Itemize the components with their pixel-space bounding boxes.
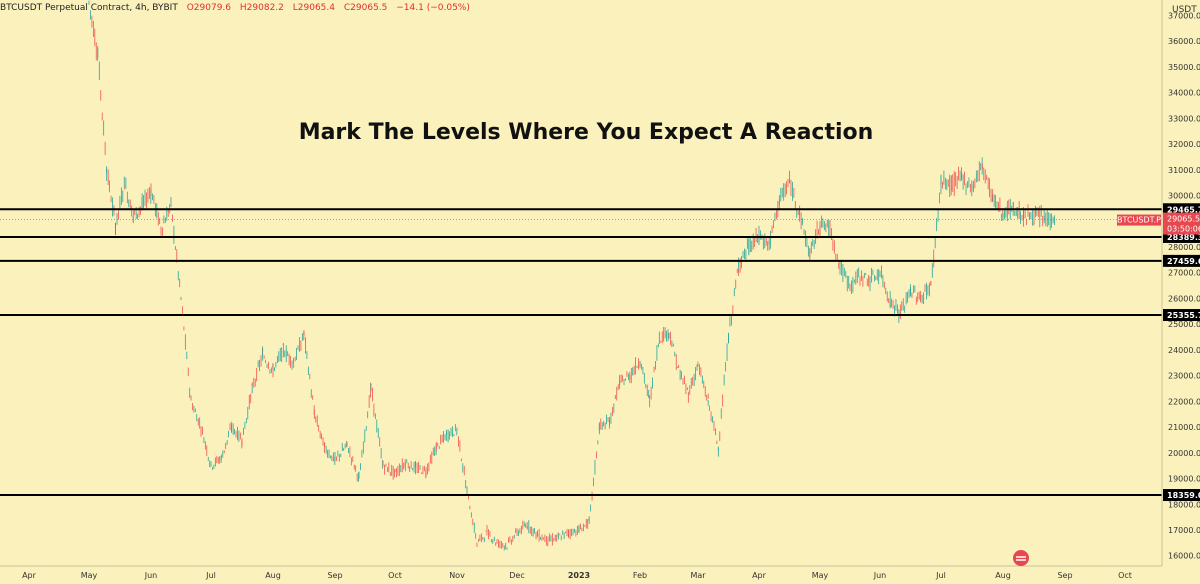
y-tick-label: 16000.0	[1168, 552, 1200, 561]
x-tick-label: Aug	[265, 571, 281, 580]
x-tick-label: Jun	[873, 571, 887, 580]
x-tick-label: Oct	[1118, 571, 1132, 580]
currency-label: USDT	[1172, 5, 1197, 15]
x-tick-label: Mar	[690, 571, 706, 580]
y-tick-label: 33000.0	[1168, 114, 1200, 123]
time-axis[interactable]: Apr May Jun Jul Aug Sep Oct Nov Dec 2023 Feb Mar Apr…	[22, 571, 1132, 580]
tag-symbol: BTCUSDT.P	[1117, 216, 1161, 225]
ohlc-high: H29082.2	[239, 3, 284, 13]
y-tick-label: 22000.0	[1168, 397, 1200, 406]
ohlc-change: −14.1 (−0.05%)	[396, 3, 470, 13]
y-tick-label: 31000.0	[1168, 166, 1200, 175]
y-tick-label: 23000.0	[1168, 372, 1200, 381]
x-tick-label: Apr	[752, 571, 767, 580]
x-tick-label: Jul	[205, 571, 216, 580]
y-tick-label: 37000.0	[1168, 11, 1200, 20]
y-tick-label: 26000.0	[1168, 294, 1200, 303]
logo-circle	[1013, 550, 1029, 566]
x-tick-label: Jul	[935, 571, 946, 580]
y-tick-label: 36000.0	[1168, 37, 1200, 46]
y-tick-label: 35000.0	[1168, 63, 1200, 72]
level-label-box	[1163, 309, 1200, 322]
x-tick-label: Aug	[995, 571, 1011, 580]
tag-countdown: 03:50:06	[1167, 225, 1200, 234]
y-tick-label: 20000.0	[1168, 449, 1200, 458]
x-tick-label: May	[81, 571, 98, 580]
x-tick-label: Sep	[327, 571, 342, 580]
x-tick-label: 2023	[568, 571, 590, 580]
tag-price: 29065.5	[1167, 215, 1200, 224]
level-label-box	[1163, 203, 1200, 216]
levels-layer: 29465.7 28389.3 27459.6 25355.7 18359.0	[0, 203, 1200, 502]
ohlc-low: L29065.4	[292, 3, 335, 13]
level-label-box	[1163, 489, 1200, 502]
x-tick-label: Jun	[144, 571, 158, 580]
y-tick-label: 32000.0	[1168, 140, 1200, 149]
x-tick-label: Sep	[1057, 571, 1072, 580]
y-tick-label: 25000.0	[1168, 320, 1200, 329]
level-label: 29465.7	[1167, 205, 1200, 214]
ohlc-close: C29065.5	[343, 3, 388, 13]
symbol-line: BTCUSDT Perpetual Contract, 4h, BYBIT	[0, 3, 178, 13]
level-label-box	[1163, 254, 1200, 267]
y-tick-label: 19000.0	[1168, 475, 1200, 484]
x-tick-label: Oct	[388, 571, 402, 580]
y-tick-label: 24000.0	[1168, 346, 1200, 355]
price-axis[interactable]: 37000.0 36000.0 35000.0 34000.0 33000.0 32000…	[1168, 11, 1200, 560]
tag-symbol-box	[1117, 214, 1161, 226]
candles-layer	[88, 0, 1055, 551]
level-label: 25355.7	[1167, 311, 1200, 320]
chart-title: Mark The Levels Where You Expect A React…	[299, 120, 874, 145]
symbol-header: BTCUSDT Perpetual Contract, 4h, BYBIT O2…	[0, 3, 476, 13]
x-tick-label: Feb	[633, 571, 647, 580]
level-label: 27459.6	[1167, 257, 1200, 266]
y-tick-label: 17000.0	[1168, 526, 1200, 535]
x-tick-label: May	[812, 571, 829, 580]
y-tick-label: 18000.0	[1168, 500, 1200, 509]
y-tick-label: 27000.0	[1168, 269, 1200, 278]
y-tick-label: 28000.0	[1168, 243, 1200, 252]
ohlc-open: O29079.6	[186, 3, 232, 13]
price-tag: BTCUSDT.P 29065.5 03:50:06	[1117, 212, 1200, 235]
logo-icon	[1016, 556, 1026, 561]
y-tick-label: 34000.0	[1168, 89, 1200, 98]
x-tick-label: Nov	[449, 571, 465, 580]
logo-badge[interactable]	[1013, 550, 1029, 566]
tag-price-box	[1163, 212, 1200, 235]
x-tick-label: Dec	[509, 571, 524, 580]
level-label: 18359.0	[1167, 491, 1200, 500]
x-tick-label: Apr	[22, 571, 37, 580]
y-tick-label: 30000.0	[1168, 192, 1200, 201]
y-tick-label: 21000.0	[1168, 423, 1200, 432]
level-label: 28389.3	[1167, 233, 1200, 242]
